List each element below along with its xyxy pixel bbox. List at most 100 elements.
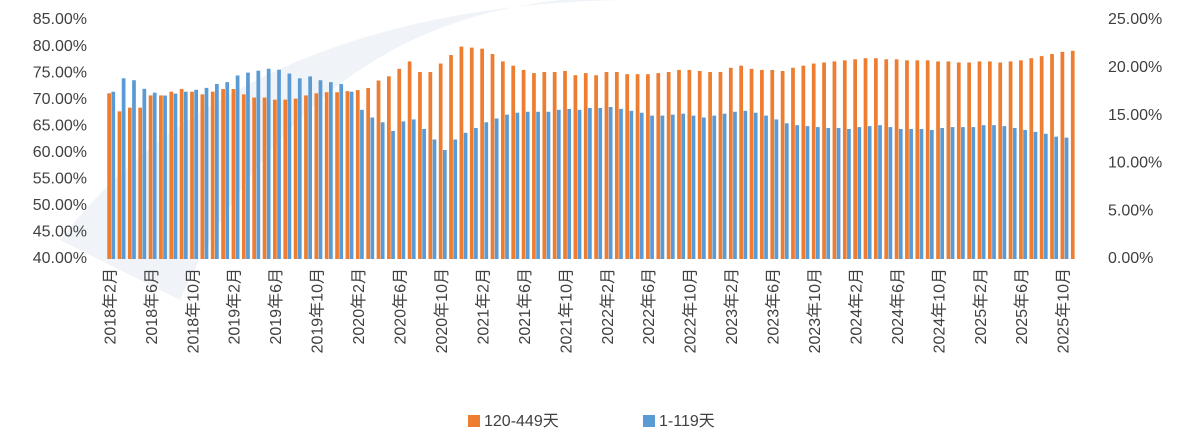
x-tick-label: 2024年6月 — [889, 268, 907, 345]
bar — [221, 89, 225, 260]
bar — [480, 48, 484, 260]
bar — [874, 58, 878, 259]
x-tick-label: 2025年6月 — [1013, 268, 1031, 345]
bar — [210, 91, 215, 259]
bar — [1002, 126, 1007, 259]
bar — [401, 121, 406, 259]
x-tick-label: 2019年10月 — [309, 268, 327, 353]
x-tick-label: 2022年2月 — [599, 268, 617, 345]
y2-tick-label: 5.00% — [1108, 202, 1153, 219]
x-tick-label: 2020年6月 — [392, 268, 410, 345]
bar — [992, 125, 996, 259]
bar — [287, 73, 292, 259]
bar — [888, 127, 893, 260]
bar — [577, 109, 582, 259]
bar — [324, 92, 329, 259]
bar — [822, 62, 826, 259]
bar — [370, 117, 375, 260]
bar — [225, 82, 230, 259]
bar — [811, 63, 816, 259]
bar — [349, 91, 354, 259]
bar — [728, 67, 733, 259]
x-tick-label: 2024年10月 — [930, 268, 948, 353]
bar — [200, 94, 205, 259]
y2-tick-label: 0.00% — [1108, 250, 1153, 267]
bar — [1033, 131, 1038, 259]
bar — [801, 65, 806, 259]
bar — [863, 58, 868, 259]
y-tick-label: 85.00% — [33, 11, 87, 28]
x-tick-label: 2018年2月 — [101, 268, 119, 345]
bar — [749, 68, 754, 260]
bar — [867, 126, 872, 259]
bar — [915, 60, 920, 260]
bar — [438, 63, 443, 259]
bar — [308, 76, 312, 260]
bar — [138, 107, 143, 259]
bar — [277, 69, 281, 259]
bar — [660, 115, 665, 259]
bar — [500, 61, 505, 259]
bar — [552, 72, 557, 259]
bar — [598, 107, 603, 260]
y-tick-label: 50.00% — [33, 197, 87, 214]
x-tick-label: 2021年6月 — [516, 268, 534, 345]
bar — [925, 60, 930, 260]
bar — [780, 70, 785, 259]
bar — [836, 128, 841, 259]
bar — [418, 72, 422, 259]
bar — [909, 128, 913, 259]
bar — [107, 93, 111, 259]
bar — [1012, 128, 1017, 259]
bar — [784, 123, 789, 259]
legend-swatch — [643, 415, 655, 427]
bar — [376, 80, 381, 260]
bar — [946, 61, 951, 259]
bar — [712, 115, 717, 259]
x-tick-label: 2021年2月 — [474, 268, 492, 345]
bar — [360, 109, 364, 259]
bar — [884, 59, 889, 260]
bar — [525, 111, 530, 259]
bar — [815, 127, 820, 260]
bar — [743, 110, 748, 259]
bar — [194, 89, 199, 260]
bar — [536, 111, 540, 259]
bar — [936, 61, 940, 259]
bar — [283, 99, 288, 260]
bar — [905, 60, 909, 260]
y-tick-label: 75.00% — [33, 64, 87, 81]
x-tick-label: 2021年10月 — [557, 268, 575, 353]
bar — [469, 47, 474, 259]
bar — [702, 117, 706, 260]
bar — [304, 95, 308, 259]
y2-tick-label: 20.00% — [1108, 59, 1162, 76]
bar — [432, 139, 437, 259]
bar — [314, 93, 319, 259]
bar — [183, 91, 188, 259]
bar — [132, 80, 136, 259]
bar — [273, 99, 277, 260]
bar — [614, 72, 619, 259]
bar — [805, 126, 810, 259]
bar — [650, 115, 654, 259]
bar — [163, 95, 167, 259]
bar — [878, 125, 882, 259]
bar — [760, 69, 764, 260]
bar — [241, 94, 246, 259]
bar — [142, 88, 147, 259]
bar — [625, 74, 630, 259]
bar — [697, 70, 702, 259]
bar — [542, 72, 547, 259]
bar — [1008, 61, 1013, 259]
bar — [619, 108, 623, 260]
y2-tick-label: 15.00% — [1108, 107, 1162, 124]
bar — [1029, 58, 1034, 259]
x-tick-label: 2023年6月 — [765, 268, 783, 345]
x-tick-label: 2019年6月 — [267, 268, 285, 345]
bar — [494, 118, 499, 259]
bar — [449, 55, 453, 260]
bar — [1039, 56, 1044, 259]
bar — [929, 129, 934, 259]
